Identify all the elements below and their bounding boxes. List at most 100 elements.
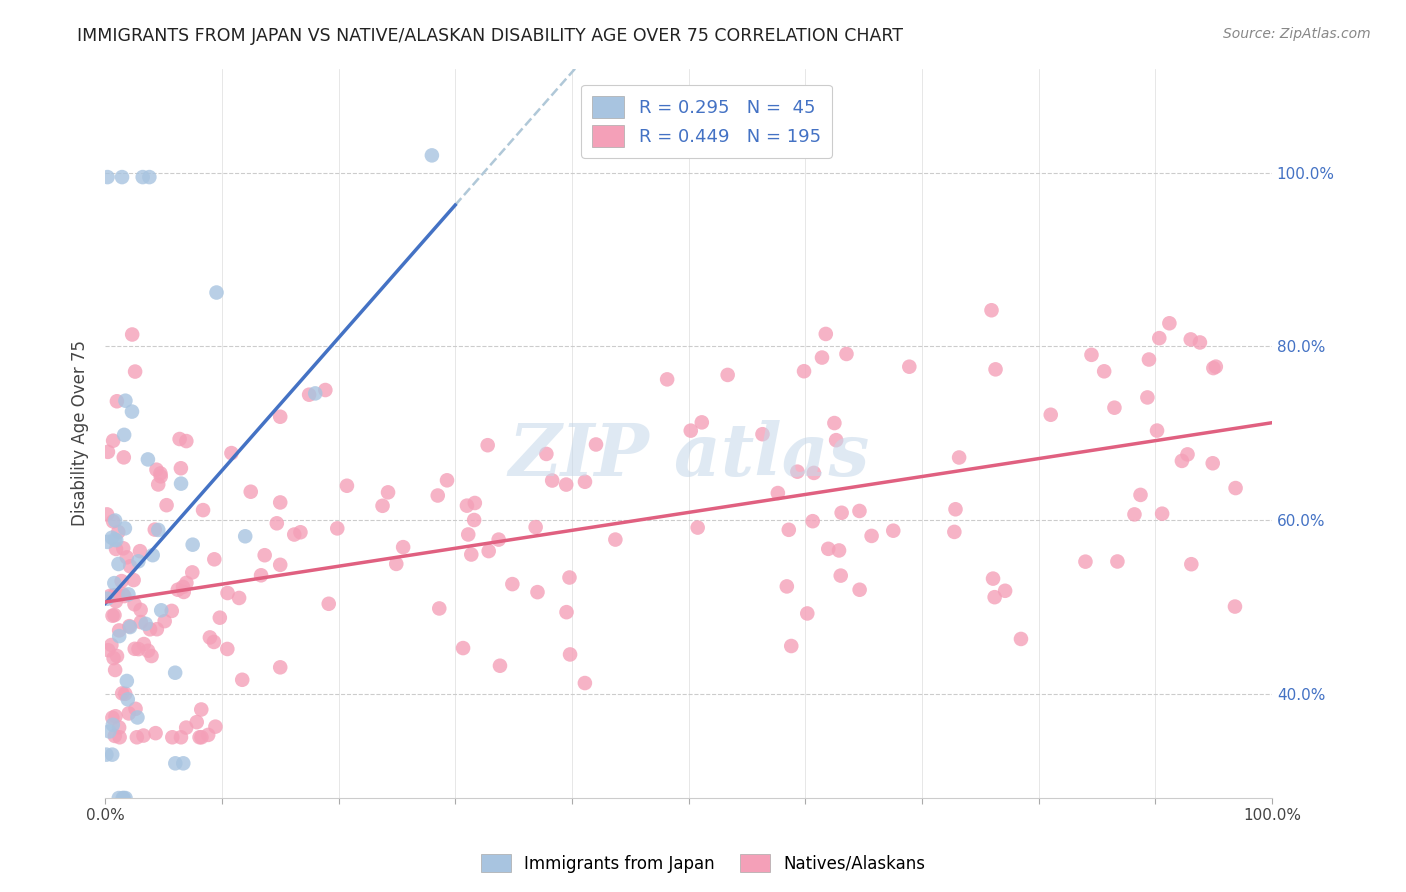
Point [181,538,204,552]
Point [103,588,125,602]
Point [526,585,548,599]
Point [831,506,853,520]
Point [898,359,921,374]
Point [173,585,195,599]
Point [558,570,581,584]
Point [135,616,157,631]
Point [112,450,135,465]
Point [1074,555,1097,569]
Point [801,514,824,528]
Point [860,529,883,543]
Point [208,610,231,624]
Point [108,624,131,638]
Point [205,285,228,300]
Point [385,557,408,571]
Point [103,608,125,623]
Point [392,540,415,554]
Point [786,465,808,479]
Point [170,461,193,475]
Point [848,504,870,518]
Point [882,524,904,538]
Point [524,520,547,534]
Point [162,731,184,745]
Point [181,566,204,580]
Point [983,590,1005,604]
Point [217,586,239,600]
Point [136,644,159,658]
Point [536,447,558,461]
Point [269,660,291,674]
Point [190,731,212,745]
Point [112,589,135,603]
Point [117,587,139,601]
Point [104,729,127,743]
Point [796,607,818,621]
Point [555,605,578,619]
Point [555,477,578,491]
Point [780,639,803,653]
Point [169,432,191,446]
Point [202,552,225,566]
Point [456,499,478,513]
Point [105,648,128,663]
Point [112,791,135,805]
Point [118,706,141,721]
Point [326,521,349,535]
Point [191,503,214,517]
Point [489,658,512,673]
Point [751,427,773,442]
Point [129,544,152,558]
Point [943,524,966,539]
Point [981,572,1004,586]
Point [574,475,596,489]
Point [172,756,194,771]
Point [129,615,152,629]
Point [145,726,167,740]
Point [111,587,134,601]
Point [107,524,129,539]
Text: ZIP atlas: ZIP atlas [508,419,869,491]
Point [994,583,1017,598]
Point [150,603,173,617]
Point [686,520,709,534]
Point [118,619,141,633]
Point [823,416,845,430]
Point [186,715,208,730]
Point [143,523,166,537]
Point [558,648,581,662]
Point [848,582,870,597]
Point [1137,352,1160,367]
Point [457,527,479,541]
Point [108,629,131,643]
Point [1171,454,1194,468]
Point [283,527,305,541]
Point [1080,348,1102,362]
Legend: Immigrants from Japan, Natives/Alaskans: Immigrants from Japan, Natives/Alaskans [474,847,932,880]
Point [778,523,800,537]
Point [190,702,212,716]
Point [101,718,124,732]
Point [269,558,291,572]
Point [149,469,172,483]
Point [188,731,211,745]
Point [112,541,135,556]
Point [114,521,136,535]
Point [1223,599,1246,614]
Point [172,580,194,594]
Point [104,514,127,528]
Point [835,347,858,361]
Point [108,721,131,735]
Point [980,303,1002,318]
Point [138,170,160,185]
Point [1205,359,1227,374]
Point [290,525,312,540]
Point [98,724,121,739]
Point [111,686,134,700]
Text: IMMIGRANTS FROM JAPAN VS NATIVE/ALASKAN DISABILITY AGE OVER 75 CORRELATION CHART: IMMIGRANTS FROM JAPAN VS NATIVE/ALASKAN … [77,27,903,45]
Point [111,791,134,805]
Point [101,515,124,529]
Point [121,404,143,418]
Point [97,643,120,657]
Point [105,394,128,409]
Point [1202,361,1225,376]
